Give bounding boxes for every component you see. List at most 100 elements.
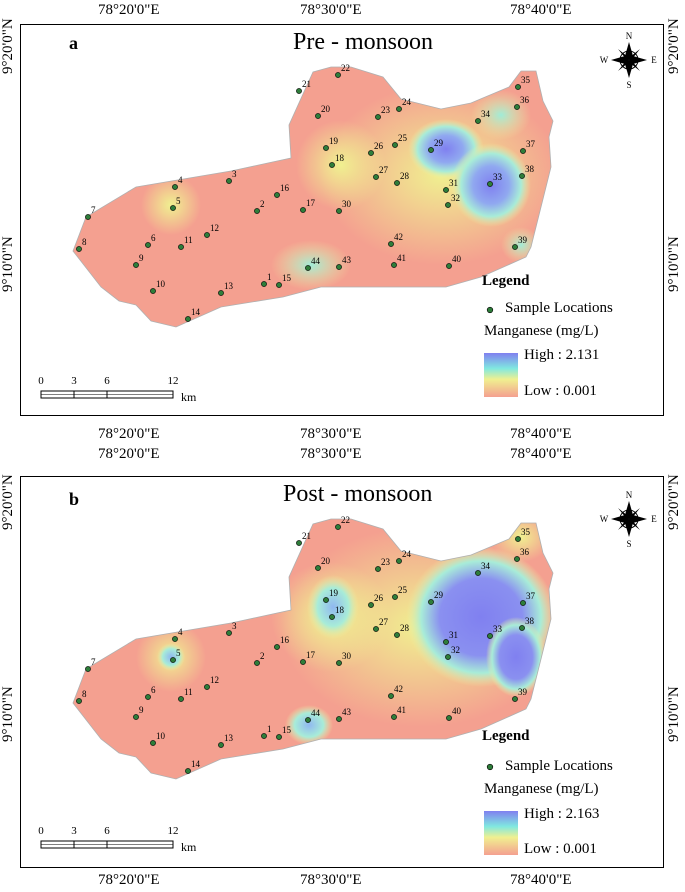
sample-label-a-12: 12 <box>210 223 219 233</box>
right-lat-label-a1: 9°20'0"N <box>666 18 682 74</box>
legend-sample-marker-a <box>486 306 494 314</box>
sample-label-b-34: 34 <box>481 561 491 571</box>
sample-point-b-26 <box>368 602 374 608</box>
sample-point-a-29 <box>428 147 434 153</box>
sample-label-a-10: 10 <box>156 279 166 289</box>
sample-label-a-35: 35 <box>521 75 531 85</box>
sample-label-b-42: 42 <box>394 684 403 694</box>
sample-point-a-5 <box>170 205 176 211</box>
sample-label-b-7: 7 <box>91 657 96 667</box>
sample-label-b-12: 12 <box>210 675 219 685</box>
sample-point-a-17 <box>300 207 306 213</box>
sample-label-b-20: 20 <box>321 556 331 566</box>
sample-point-a-32 <box>445 202 451 208</box>
sample-label-b-25: 25 <box>398 585 408 595</box>
sample-point-a-6 <box>145 242 151 248</box>
sample-label-a-25: 25 <box>398 133 408 143</box>
sample-label-a-28: 28 <box>400 171 410 181</box>
sample-point-a-15 <box>276 282 282 288</box>
sample-point-a-25 <box>392 142 398 148</box>
sample-label-a-43: 43 <box>342 255 352 265</box>
sample-point-b-27 <box>373 626 379 632</box>
sample-label-b-15: 15 <box>282 725 292 735</box>
sample-label-a-33: 33 <box>493 172 503 182</box>
sample-label-a-41: 41 <box>397 253 406 263</box>
bottom-lon-label-3: 78°40'0"E <box>510 872 572 888</box>
sample-point-a-23 <box>375 114 381 120</box>
sample-point-b-39 <box>512 696 518 702</box>
sample-point-a-44 <box>305 265 311 271</box>
sample-label-a-31: 31 <box>449 178 458 188</box>
legend-parameter-label-b: Manganese (mg/L) <box>484 781 599 797</box>
sample-label-b-3: 3 <box>232 621 237 631</box>
legend-high-label-a: High : 2.131 <box>524 347 600 363</box>
sample-point-b-33 <box>487 633 493 639</box>
sample-point-b-1 <box>261 733 267 739</box>
sample-point-b-30 <box>336 660 342 666</box>
sample-label-b-6: 6 <box>151 685 156 695</box>
sample-label-a-22: 22 <box>341 63 350 73</box>
sample-label-a-14: 14 <box>191 307 201 317</box>
sample-label-a-37: 37 <box>526 139 536 149</box>
sample-point-b-4 <box>172 636 178 642</box>
sample-point-a-22 <box>335 72 341 78</box>
sample-label-a-13: 13 <box>224 281 234 291</box>
sample-point-b-25 <box>392 594 398 600</box>
sample-point-a-31 <box>443 187 449 193</box>
sample-point-b-5 <box>170 657 176 663</box>
sample-label-a-9: 9 <box>139 253 144 263</box>
sample-point-b-15 <box>276 734 282 740</box>
sample-point-b-21 <box>296 540 302 546</box>
sample-label-b-13: 13 <box>224 733 234 743</box>
sample-label-a-6: 6 <box>151 233 156 243</box>
sample-label-b-5: 5 <box>176 648 181 658</box>
sample-label-b-24: 24 <box>402 549 412 559</box>
sample-label-a-38: 38 <box>525 164 535 174</box>
sample-label-a-39: 39 <box>518 235 528 245</box>
sample-point-b-17 <box>300 659 306 665</box>
svg-text:N: N <box>626 31 633 41</box>
sample-point-a-41 <box>391 262 397 268</box>
sample-label-b-37: 37 <box>526 591 536 601</box>
sample-label-a-15: 15 <box>282 273 292 283</box>
north-arrow-b: N S E W <box>600 490 658 549</box>
sample-point-b-3 <box>226 630 232 636</box>
mid-lon-label-3: 78°40'0"E <box>510 426 572 442</box>
sample-point-a-35 <box>515 84 521 90</box>
sample-point-b-14 <box>185 768 191 774</box>
svg-text:6: 6 <box>104 375 110 387</box>
svg-text:W: W <box>600 514 609 524</box>
sample-point-a-39 <box>512 244 518 250</box>
sample-point-b-32 <box>445 654 451 660</box>
legend-title-b: Legend <box>482 728 530 744</box>
svg-text:12: 12 <box>168 825 179 837</box>
sample-label-b-28: 28 <box>400 623 410 633</box>
sample-label-a-27: 27 <box>379 165 389 175</box>
sample-point-a-13 <box>218 290 224 296</box>
scale-bar-b: 0 3 6 12 km <box>38 825 197 854</box>
panel-tag-a: a <box>69 33 78 53</box>
svg-text:W: W <box>600 55 609 65</box>
sample-label-b-11: 11 <box>184 687 193 697</box>
sample-point-a-19 <box>323 145 329 151</box>
svg-text:6: 6 <box>104 825 110 837</box>
svg-text:S: S <box>626 80 631 90</box>
svg-text:0: 0 <box>38 825 44 837</box>
sample-points-a: 1234567891011121314151617181920212223242… <box>76 63 536 322</box>
sample-label-b-38: 38 <box>525 616 535 626</box>
sample-point-a-30 <box>336 208 342 214</box>
sample-point-a-40 <box>446 263 452 269</box>
sample-point-a-18 <box>329 162 335 168</box>
sample-label-b-9: 9 <box>139 705 144 715</box>
sample-label-b-21: 21 <box>302 531 311 541</box>
svg-text:km: km <box>181 390 197 404</box>
legend-low-label-b: Low : 0.001 <box>524 841 597 857</box>
sample-label-a-36: 36 <box>520 95 530 105</box>
sample-label-b-39: 39 <box>518 687 528 697</box>
sample-label-b-36: 36 <box>520 547 530 557</box>
svg-text:12: 12 <box>168 375 179 387</box>
sample-label-a-11: 11 <box>184 235 193 245</box>
sample-label-b-30: 30 <box>342 651 352 661</box>
legend-sample-marker-b <box>486 763 494 771</box>
sample-point-a-24 <box>396 106 402 112</box>
